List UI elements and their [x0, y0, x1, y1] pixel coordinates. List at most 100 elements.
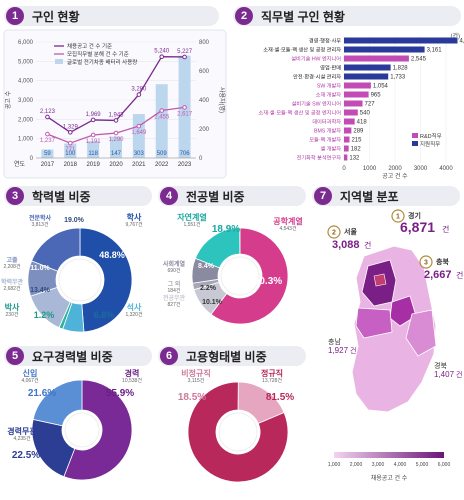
series-point	[67, 130, 73, 135]
series-point	[182, 105, 187, 110]
bar	[344, 55, 409, 62]
series-point	[90, 132, 96, 138]
y-tick-right: 600	[199, 69, 210, 75]
series-point	[45, 114, 50, 120]
scale-tick: 3,000	[372, 462, 385, 468]
region-unit: 건	[456, 270, 463, 280]
series-point	[136, 123, 142, 129]
series-point	[136, 92, 142, 97]
data-label: 2,617	[177, 111, 193, 117]
section-header-1: 1 구인 현황	[4, 6, 219, 26]
pie-label: 6.6%	[94, 310, 115, 320]
data-label: 1,969	[86, 112, 102, 118]
region-value: 2,667	[424, 269, 452, 281]
bar-label: 118	[88, 151, 98, 157]
section-header-3: 3 학력별 비중	[4, 186, 152, 206]
slice-count: 13,728건	[262, 377, 282, 384]
bar	[344, 136, 350, 143]
rank-badge	[391, 209, 405, 223]
slice-name: 경력무관	[7, 426, 37, 436]
pie-label: 1.2%	[34, 310, 55, 320]
color-scale	[334, 452, 444, 458]
pie-slice	[32, 379, 83, 427]
data-label: 2,455	[154, 115, 170, 121]
pie-slice	[63, 379, 133, 481]
y-tick-left: 1,000	[18, 137, 34, 143]
slice-name: 학사	[127, 212, 142, 222]
region-value: 1,407	[434, 370, 455, 379]
data-label: 289	[353, 129, 364, 135]
x-tick: 2000	[388, 166, 402, 172]
region-unit: 건	[364, 240, 371, 250]
pie-label: 10.1%	[202, 299, 223, 306]
scale-label: 채용공고 건 수	[371, 474, 408, 482]
y-tick-left: 6,000	[18, 40, 34, 46]
section-header-6: 6 고용형태별 비중	[158, 346, 306, 366]
category-label: 설비기술 HW 엔지니어	[291, 55, 341, 63]
slice-count: 1,551건	[183, 221, 201, 228]
legend-swatch	[412, 141, 418, 146]
bar	[344, 154, 348, 161]
region-value: 1,927	[328, 346, 349, 355]
slice-count: 230건	[6, 311, 19, 318]
pie-label: 13.4%	[30, 287, 51, 294]
jobs-chart: (건) 0 1000 2000 3000 4000 경영·행정·사무 4,451 소재·셀·모듈…	[258, 32, 464, 180]
slice-name: 석사	[127, 302, 142, 312]
bar	[344, 91, 369, 98]
series-point	[159, 108, 165, 113]
pie-label: 2.2%	[200, 285, 217, 292]
slice-name: 학력무관	[1, 278, 24, 286]
section-title: 고용형태별 비중	[186, 349, 267, 364]
region-value: 6,871	[400, 219, 435, 235]
bar	[344, 73, 389, 80]
unit-label: (건)	[450, 32, 460, 40]
x-tick: 1000	[363, 166, 377, 172]
bar	[344, 145, 349, 152]
slice-count: 3,813건	[31, 221, 49, 228]
data-label: 5,227	[177, 49, 193, 55]
data-label: 215	[351, 138, 362, 144]
section-title: 지역별 분포	[340, 189, 399, 204]
slice-name: 자연계열	[177, 212, 206, 222]
x-tick: 2018	[64, 162, 78, 168]
pie-slice	[79, 227, 133, 333]
series-point	[67, 140, 73, 146]
category-label: 소재 개발자	[316, 91, 342, 99]
bar-label: 509	[157, 151, 168, 157]
data-label: 1,329	[63, 124, 79, 130]
category-label: 모듈·팩 개발자	[309, 136, 341, 144]
chart-frame	[3, 29, 227, 179]
data-label: 1,054	[373, 84, 389, 90]
x-tick: 2023	[178, 162, 192, 168]
legend-swatch	[412, 133, 418, 138]
x-tick: 2022	[155, 162, 169, 168]
section-header-7: 7 지역별 분포	[312, 186, 460, 206]
legend-label: 채용공고 건 수 기준	[67, 42, 112, 50]
category-label: 셀 개발자	[320, 145, 341, 153]
slice-count: 827건	[168, 301, 181, 308]
region-unit: 건	[456, 370, 462, 379]
data-label: 1,828	[393, 66, 409, 72]
x-axis-label: 공고 건 수	[382, 172, 408, 180]
x-tick: 2019	[86, 162, 100, 168]
category-label: 안전·환경·시설 관리자	[293, 73, 341, 81]
slice-name: 그 외	[168, 280, 181, 288]
bar	[344, 37, 458, 44]
section-title: 요구경력별 비중	[32, 349, 113, 364]
x-tick: 2021	[132, 162, 146, 168]
series-point	[113, 130, 119, 136]
bar	[344, 109, 358, 116]
category-label: 소재·셀·모듈·팩 생산 및 공정 관리자	[263, 46, 341, 54]
section-number: 1	[6, 7, 24, 25]
legend-label: R&D직무	[420, 133, 442, 140]
category-label: 설비기술 SW 엔지니어	[292, 100, 342, 108]
x-tick: 3000	[414, 166, 428, 172]
category-label: 영업·판매	[320, 64, 341, 72]
x-tick: 2017	[41, 162, 55, 168]
rank-number: 1	[396, 214, 400, 221]
region-name: 충북	[436, 257, 449, 266]
data-label: 3,161	[427, 48, 443, 54]
